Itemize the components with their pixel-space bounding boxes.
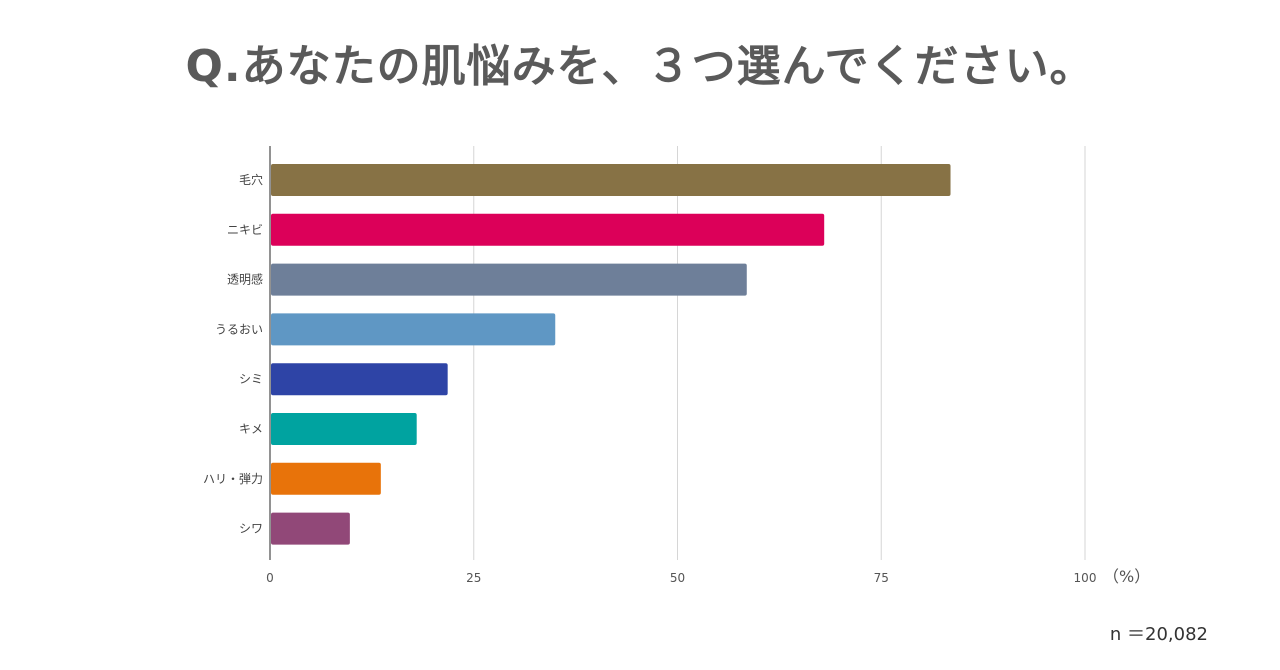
category-label: ハリ・弾力 xyxy=(203,472,263,486)
x-tick-label: 50 xyxy=(670,571,685,585)
bar xyxy=(271,512,350,545)
category-label: ニキビ xyxy=(227,223,263,237)
bar xyxy=(271,213,825,246)
x-tick-label: 75 xyxy=(874,571,889,585)
bar xyxy=(271,363,448,396)
x-tick-label: 0 xyxy=(266,571,274,585)
category-label: 透明感 xyxy=(227,272,263,287)
chart-title: Q.あなたの肌悩みを、３つ選んでください。 xyxy=(185,41,1095,92)
category-label: キメ xyxy=(239,422,263,436)
bars xyxy=(271,164,951,545)
grid-lines xyxy=(269,146,1086,560)
bar xyxy=(271,313,556,346)
x-axis-ticks: 0 25 50 75 100 （%） xyxy=(266,567,1150,586)
bar xyxy=(271,462,381,495)
bar xyxy=(271,164,951,196)
category-label: うるおい xyxy=(215,322,263,336)
category-label: シワ xyxy=(239,522,263,536)
x-tick-label: 100 xyxy=(1074,571,1097,585)
category-label: 毛穴 xyxy=(239,172,263,187)
category-label: シミ xyxy=(239,372,263,386)
bar xyxy=(271,263,747,296)
x-tick-label: 25 xyxy=(466,571,481,585)
x-axis-unit: （%） xyxy=(1103,567,1150,586)
bar xyxy=(271,413,417,445)
sample-size: n ＝20,082 xyxy=(1109,624,1208,645)
